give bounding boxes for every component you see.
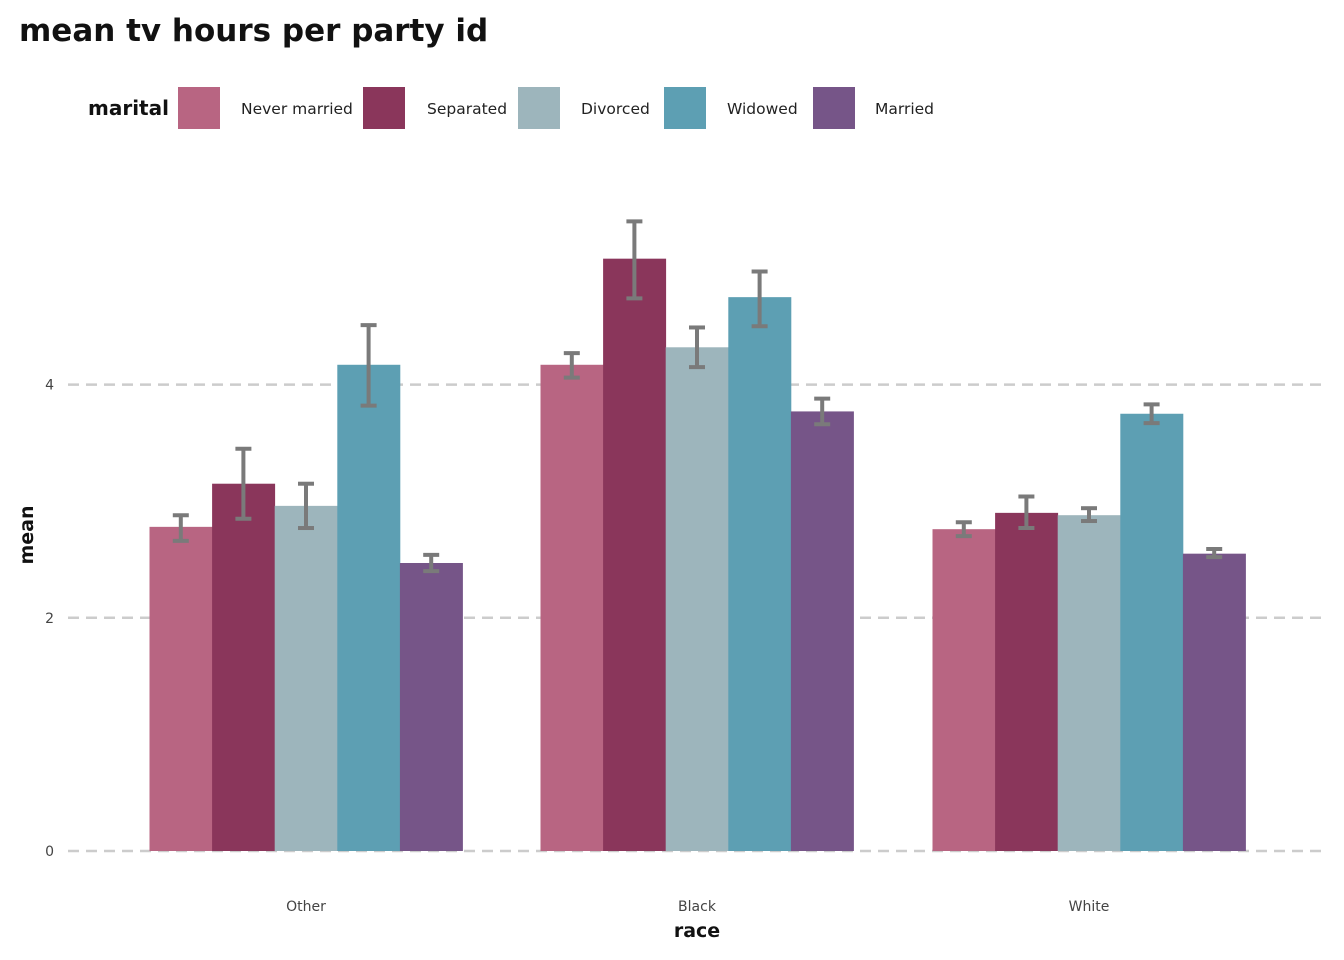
chart-title: mean tv hours per party id	[19, 13, 488, 49]
x-axis-ticks: Other Black White	[286, 899, 1109, 915]
error-bar	[814, 396, 831, 427]
error-bar	[751, 269, 768, 329]
error-bar	[955, 520, 972, 539]
y-axis-ticks: 0 2 4	[45, 378, 54, 860]
legend-label: Married	[875, 100, 934, 118]
bar	[728, 297, 792, 851]
bar	[274, 505, 338, 851]
y-tick-label: 2	[45, 611, 54, 627]
legend-label: Never married	[241, 100, 353, 118]
bar	[603, 258, 667, 851]
legend-label: Divorced	[581, 100, 650, 118]
bar	[932, 529, 996, 851]
bars	[149, 258, 1246, 851]
legend-key	[363, 87, 405, 129]
x-tick-label: Black	[678, 899, 717, 915]
bar	[995, 512, 1059, 851]
error-bar	[689, 325, 705, 370]
error-bar	[172, 513, 189, 543]
x-tick-label: White	[1069, 899, 1110, 915]
error-bar	[563, 351, 580, 380]
bar	[1182, 553, 1246, 851]
legend-title: marital	[88, 96, 169, 120]
error-bar	[235, 446, 252, 521]
legend-label: Separated	[427, 100, 507, 118]
legend-key	[518, 87, 560, 129]
legend: marital Never married Separated Divorced Wi…	[88, 87, 934, 129]
bar	[149, 526, 213, 851]
error-bar	[626, 219, 643, 301]
error-bar	[298, 481, 314, 531]
bar	[399, 562, 463, 851]
bar	[665, 347, 729, 851]
error-bar	[1081, 506, 1097, 524]
bar	[1120, 413, 1184, 851]
error-bar	[1143, 402, 1160, 426]
x-axis-title: race	[674, 920, 720, 942]
error-bar	[360, 323, 377, 408]
legend-key	[178, 87, 220, 129]
error-bar	[423, 552, 440, 574]
legend-key	[664, 87, 706, 129]
legend-key	[813, 87, 855, 129]
error-bar	[1206, 547, 1223, 560]
legend-label: Widowed	[727, 100, 798, 118]
y-tick-label: 0	[45, 844, 54, 860]
bar	[212, 483, 276, 851]
bar	[1057, 515, 1121, 851]
error-bar	[1018, 494, 1035, 531]
bar	[540, 364, 604, 851]
x-tick-label: Other	[286, 899, 326, 915]
bar	[790, 411, 854, 851]
y-axis-title: mean	[16, 505, 38, 564]
bar	[337, 364, 401, 851]
y-tick-label: 4	[45, 378, 54, 394]
error-bars	[172, 219, 1223, 574]
